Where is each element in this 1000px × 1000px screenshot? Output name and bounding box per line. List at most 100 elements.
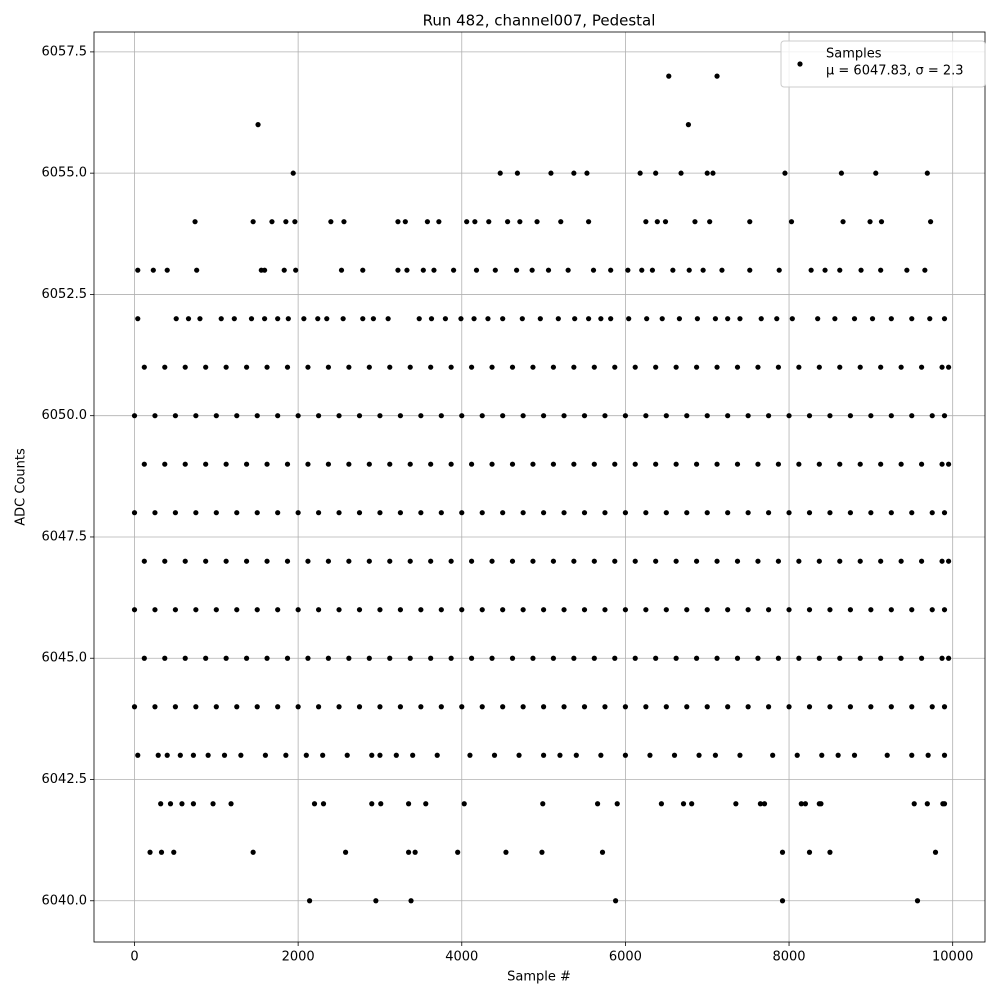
y-tick-label: 6040.0 xyxy=(42,893,88,908)
y-tick-label: 6045.0 xyxy=(42,651,88,666)
point xyxy=(755,558,761,564)
point xyxy=(704,704,710,710)
point xyxy=(234,413,240,419)
point xyxy=(177,752,183,758)
point xyxy=(261,267,268,273)
point xyxy=(295,704,301,710)
point xyxy=(755,461,761,467)
point xyxy=(434,752,440,758)
point xyxy=(693,558,700,564)
point xyxy=(796,461,802,467)
point xyxy=(925,752,931,758)
point xyxy=(898,655,904,661)
point xyxy=(684,704,690,710)
point xyxy=(868,413,874,419)
point xyxy=(867,219,873,225)
point xyxy=(293,267,299,273)
point xyxy=(774,316,780,322)
point xyxy=(458,316,464,322)
point xyxy=(503,849,509,855)
point xyxy=(500,704,506,710)
point xyxy=(608,267,614,273)
point xyxy=(416,316,422,322)
point xyxy=(644,316,650,322)
point xyxy=(203,558,209,564)
legend: Samples μ = 6047.83, σ = 2.3 xyxy=(780,40,986,88)
point xyxy=(344,752,350,758)
point xyxy=(945,558,952,564)
point xyxy=(941,704,948,710)
point xyxy=(632,461,638,467)
point xyxy=(918,364,925,370)
point xyxy=(693,364,700,370)
legend-note: μ = 6047.83, σ = 2.3 xyxy=(826,64,964,79)
point xyxy=(428,316,435,322)
point xyxy=(939,364,945,370)
point xyxy=(459,704,465,710)
chart-title: Run 482, channel007, Pedestal xyxy=(423,12,656,30)
point xyxy=(250,219,256,225)
point xyxy=(714,558,720,564)
point xyxy=(520,510,526,516)
point xyxy=(155,752,161,758)
point xyxy=(581,704,588,710)
point xyxy=(397,413,404,419)
point xyxy=(816,655,822,661)
point xyxy=(643,607,649,613)
point xyxy=(734,655,741,661)
point xyxy=(585,219,592,225)
point xyxy=(775,655,782,661)
point xyxy=(571,170,577,176)
point xyxy=(408,898,414,904)
point xyxy=(418,704,424,710)
point xyxy=(758,316,764,322)
point xyxy=(671,752,678,758)
point xyxy=(269,219,275,225)
point xyxy=(622,704,629,710)
point xyxy=(234,704,240,710)
point xyxy=(213,704,219,710)
point xyxy=(315,704,322,710)
point xyxy=(221,752,228,758)
point xyxy=(734,461,741,467)
point xyxy=(599,849,606,855)
point xyxy=(479,510,485,516)
point xyxy=(673,655,679,661)
point xyxy=(377,510,383,516)
point xyxy=(737,752,743,758)
point xyxy=(779,898,786,904)
point xyxy=(725,413,731,419)
point xyxy=(152,510,158,516)
point xyxy=(284,461,291,467)
point xyxy=(179,801,185,807)
point xyxy=(514,170,521,176)
point xyxy=(622,413,629,419)
point xyxy=(550,461,557,467)
point xyxy=(147,849,153,855)
point xyxy=(275,607,281,613)
point xyxy=(941,752,948,758)
point xyxy=(356,607,363,613)
point xyxy=(689,801,695,807)
point xyxy=(152,413,158,419)
point xyxy=(816,558,822,564)
point xyxy=(745,510,751,516)
point xyxy=(193,704,199,710)
point xyxy=(275,316,281,322)
point xyxy=(491,752,498,758)
point xyxy=(366,461,372,467)
point xyxy=(281,267,287,273)
point xyxy=(806,510,813,516)
point xyxy=(305,461,311,467)
point xyxy=(173,316,179,322)
point xyxy=(164,267,170,273)
point xyxy=(663,704,669,710)
point xyxy=(827,704,833,710)
point xyxy=(659,316,665,322)
point xyxy=(461,801,467,807)
point xyxy=(320,752,326,758)
point xyxy=(932,849,939,855)
point xyxy=(369,752,375,758)
point xyxy=(837,364,843,370)
